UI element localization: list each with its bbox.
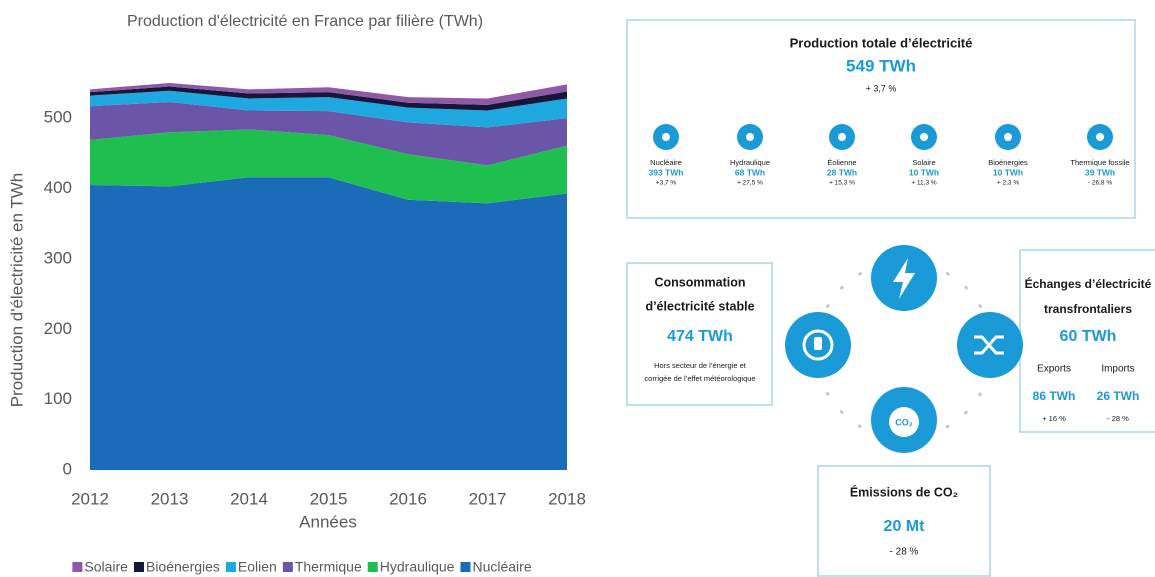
source-change: +3,7 % <box>656 180 677 187</box>
source-icon-glyph <box>662 133 670 141</box>
legend-swatch <box>225 562 236 572</box>
y-tick-label: 200 <box>44 319 72 338</box>
source-change: - 26,8 % <box>1088 180 1112 187</box>
x-tick-label: 2017 <box>469 489 507 508</box>
source-value: 393 TWh <box>649 167 684 177</box>
source-icon-glyph <box>1096 133 1104 141</box>
infographic: Production totale d’électricité 549 TWh … <box>626 19 1155 577</box>
source-change: + 2,3 % <box>997 180 1019 187</box>
area <box>90 86 567 111</box>
production-title: Production totale d’électricité <box>790 35 973 50</box>
legend-swatch <box>460 562 471 572</box>
x-tick-label: 2018 <box>548 489 586 508</box>
emissions-title: Émissions de CO₂ <box>850 484 958 499</box>
y-tick-label: 100 <box>44 389 72 408</box>
legend: Solaire Bioénergies Eolien Thermique Hydraul… <box>72 559 532 575</box>
legend-label: Nucléaire <box>472 559 531 575</box>
area <box>90 177 567 470</box>
source-icon-glyph <box>746 133 754 141</box>
source-value: 68 TWh <box>735 167 765 177</box>
production-total: 549 TWh <box>846 56 916 75</box>
source-icon-glyph <box>1004 133 1012 141</box>
legend-item: Eolien <box>225 559 277 575</box>
source-name: Bioénergies <box>988 158 1028 167</box>
x-tick-label: 2013 <box>151 489 189 508</box>
x-tick-label: 2016 <box>389 489 427 508</box>
legend-label: Thermique <box>295 559 362 575</box>
consumption-box <box>626 262 773 406</box>
legend-label: Eolien <box>238 559 277 575</box>
imports-label: Imports <box>1101 364 1134 375</box>
consumption-note: corrigée de l’effet météorologique <box>644 374 755 383</box>
lightning-icon <box>893 258 915 299</box>
x-tick-label: 2015 <box>310 489 348 508</box>
y-tick-label: 500 <box>44 108 72 127</box>
consumption-note: Hors secteur de l’énergie et <box>654 361 747 370</box>
exchanges-box <box>1019 249 1155 433</box>
emissions-change: - 28 % <box>890 547 919 558</box>
legend-label: Solaire <box>84 559 128 575</box>
shuffle-icon <box>974 335 1004 355</box>
legend-item: Nucléaire <box>460 559 532 575</box>
legend-swatch <box>367 562 378 572</box>
source-value: 10 TWh <box>909 167 939 177</box>
source-name: Hydraulique <box>730 158 770 167</box>
legend-item: Thermique <box>282 559 362 575</box>
area <box>90 101 567 166</box>
legend-label: Bioénergies <box>146 559 220 575</box>
area <box>90 83 567 105</box>
source-icon-glyph <box>920 133 928 141</box>
source-change: + 27,5 % <box>737 180 763 187</box>
y-tick-label: 0 <box>63 459 72 478</box>
source-name: Solaire <box>912 158 935 167</box>
y-tick-label: 300 <box>44 248 72 267</box>
legend-item: Hydraulique <box>367 559 455 575</box>
legend-swatch <box>72 562 83 572</box>
legend-swatch <box>133 562 144 572</box>
imports-value: 26 TWh <box>1097 389 1140 403</box>
x-tick-label: 2014 <box>230 489 268 508</box>
plug-icon <box>814 337 822 350</box>
area <box>90 90 567 128</box>
source-change: + 11,3 % <box>911 180 937 187</box>
source-name: Thermique fossile <box>1070 158 1129 167</box>
legend-item: Solaire <box>72 559 128 575</box>
consumption-title: Consommation <box>655 275 746 289</box>
x-tick-label: 2012 <box>71 489 109 508</box>
production-change: + 3,7 % <box>866 83 897 93</box>
x-axis-label: Années <box>299 512 357 531</box>
imports-change: - 28 % <box>1107 414 1129 423</box>
legend-item: Bioénergies <box>133 559 220 575</box>
plug-icon <box>802 329 834 361</box>
legend-swatch <box>282 562 293 572</box>
chart-title: Production d'électricité en France par f… <box>127 13 483 30</box>
legend-label: Hydraulique <box>380 559 455 575</box>
source-name: Nucléaire <box>650 158 682 167</box>
emissions-box <box>817 465 991 577</box>
exchanges-title: transfrontaliers <box>1044 302 1132 316</box>
cloud-icon <box>889 407 919 437</box>
source-change: + 15,3 % <box>829 180 855 187</box>
exports-label: Exports <box>1037 364 1071 375</box>
source-name: Éolienne <box>827 158 856 167</box>
consumption-title: d’électricité stable <box>645 299 754 313</box>
exports-change: + 16 % <box>1042 414 1066 423</box>
exchanges-value: 60 TWh <box>1060 328 1117 345</box>
source-value: 10 TWh <box>993 167 1023 177</box>
exports-value: 86 TWh <box>1033 389 1076 403</box>
consumption-value: 474 TWh <box>667 328 733 345</box>
y-tick-label: 400 <box>44 178 72 197</box>
source-icon-glyph <box>838 133 846 141</box>
source-value: 28 TWh <box>827 167 857 177</box>
production-box <box>626 19 1136 219</box>
exchanges-title: Échanges d’électricité <box>1025 276 1152 291</box>
area <box>90 129 567 204</box>
source-value: 39 TWh <box>1085 167 1115 177</box>
y-axis-label: Production d'électricité en TWh <box>7 173 26 407</box>
co2-icon-label: CO₂ <box>895 417 913 427</box>
emissions-value: 20 Mt <box>884 518 926 535</box>
